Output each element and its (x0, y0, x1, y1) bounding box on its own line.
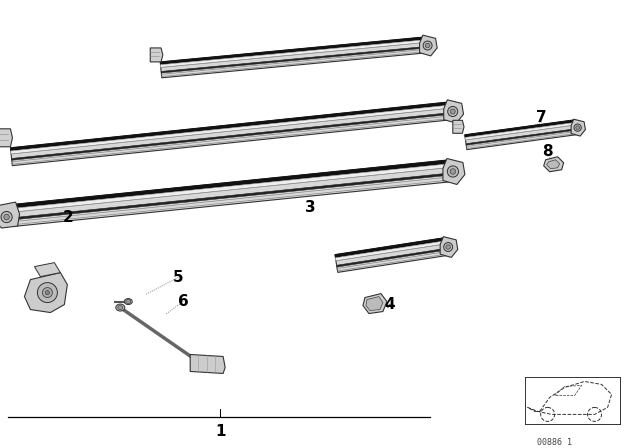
Text: 4: 4 (385, 297, 396, 312)
Polygon shape (466, 129, 576, 145)
Polygon shape (11, 164, 451, 212)
Circle shape (447, 166, 458, 177)
Polygon shape (363, 293, 387, 314)
Circle shape (574, 124, 581, 131)
Polygon shape (10, 102, 450, 151)
Polygon shape (160, 37, 426, 78)
Polygon shape (24, 272, 67, 313)
Polygon shape (440, 237, 458, 258)
Polygon shape (0, 129, 12, 147)
Text: 6: 6 (178, 294, 189, 309)
Circle shape (42, 288, 52, 297)
Polygon shape (0, 202, 20, 228)
Polygon shape (10, 102, 452, 166)
Circle shape (576, 126, 579, 129)
Circle shape (37, 283, 58, 302)
Circle shape (450, 109, 455, 114)
Polygon shape (547, 160, 559, 169)
Polygon shape (161, 47, 426, 73)
Polygon shape (35, 263, 60, 276)
Polygon shape (150, 48, 163, 62)
Text: 5: 5 (173, 270, 184, 285)
Ellipse shape (126, 300, 131, 304)
Polygon shape (465, 122, 575, 140)
Polygon shape (335, 237, 445, 258)
Text: 2: 2 (63, 210, 74, 225)
Text: 1: 1 (215, 424, 225, 439)
Polygon shape (10, 160, 450, 209)
Ellipse shape (118, 306, 123, 310)
Ellipse shape (116, 304, 125, 311)
Polygon shape (420, 35, 437, 56)
Circle shape (446, 245, 451, 249)
Polygon shape (465, 120, 575, 138)
Polygon shape (465, 120, 577, 150)
Polygon shape (366, 297, 383, 310)
Polygon shape (190, 354, 225, 374)
Polygon shape (335, 241, 446, 261)
Circle shape (4, 214, 10, 220)
Circle shape (426, 43, 430, 48)
Polygon shape (12, 112, 451, 160)
Circle shape (450, 169, 456, 174)
Circle shape (423, 41, 432, 50)
Text: 3: 3 (305, 200, 316, 215)
Polygon shape (543, 157, 564, 172)
Circle shape (45, 291, 49, 295)
Ellipse shape (124, 298, 132, 305)
Polygon shape (12, 173, 451, 220)
Circle shape (448, 107, 458, 116)
Polygon shape (571, 119, 586, 136)
Polygon shape (453, 121, 464, 134)
Polygon shape (337, 248, 447, 267)
Polygon shape (11, 105, 451, 154)
Polygon shape (444, 100, 463, 123)
Text: 8: 8 (542, 144, 553, 159)
Polygon shape (161, 40, 426, 68)
Circle shape (1, 211, 12, 223)
Circle shape (444, 242, 452, 251)
Polygon shape (160, 37, 425, 65)
Text: 7: 7 (536, 110, 547, 125)
Polygon shape (335, 237, 447, 272)
Polygon shape (443, 159, 465, 185)
Text: 00886 1: 00886 1 (537, 438, 572, 447)
Polygon shape (10, 160, 452, 227)
